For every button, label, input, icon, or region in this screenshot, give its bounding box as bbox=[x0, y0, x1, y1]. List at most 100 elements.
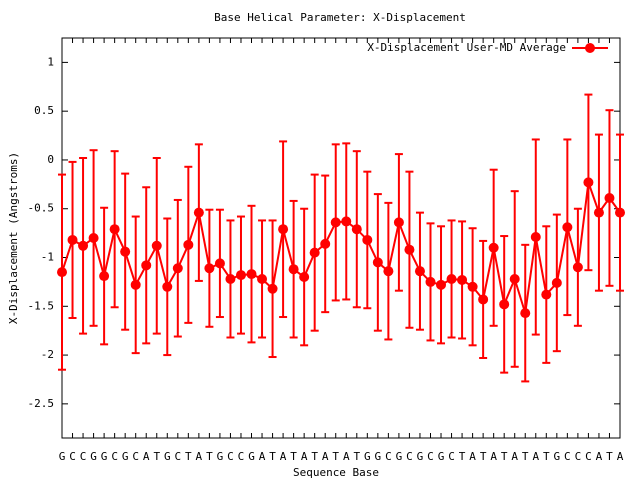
data-point bbox=[509, 273, 520, 284]
x-tick-label: C bbox=[80, 450, 87, 463]
x-tick-label: G bbox=[438, 450, 445, 463]
data-point bbox=[604, 193, 615, 203]
data-point bbox=[446, 273, 457, 284]
data-point bbox=[214, 258, 225, 269]
legend-label: X-Displacement User-MD Average bbox=[367, 41, 566, 54]
x-tick-label: C bbox=[575, 450, 582, 463]
data-point bbox=[583, 177, 594, 188]
data-point bbox=[204, 263, 215, 274]
x-tick-label: C bbox=[448, 450, 455, 463]
x-tick-label: C bbox=[406, 450, 413, 463]
x-tick-label: T bbox=[480, 450, 487, 463]
data-point bbox=[551, 277, 562, 288]
x-tick-label: A bbox=[469, 450, 476, 463]
x-tick-label: C bbox=[564, 450, 571, 463]
data-point bbox=[488, 242, 499, 253]
x-tick-label: G bbox=[396, 450, 403, 463]
y-tick-label: -2 bbox=[41, 348, 54, 361]
x-tick-label: C bbox=[427, 450, 434, 463]
data-point bbox=[162, 281, 173, 292]
x-tick-label: A bbox=[259, 450, 266, 463]
x-tick-label: C bbox=[174, 450, 181, 463]
x-tick-label: A bbox=[617, 450, 624, 463]
y-axis-label: X-Displacement (Angstroms) bbox=[7, 152, 20, 324]
x-tick-label: G bbox=[101, 450, 108, 463]
x-tick-label: C bbox=[111, 450, 118, 463]
x-tick-label: G bbox=[59, 450, 66, 463]
x-tick-label: G bbox=[554, 450, 561, 463]
data-point bbox=[172, 263, 183, 274]
x-tick-label: G bbox=[364, 450, 371, 463]
x-tick-label: C bbox=[585, 450, 592, 463]
data-point bbox=[372, 257, 383, 268]
x-tick-label: A bbox=[532, 450, 539, 463]
x-tick-label: A bbox=[343, 450, 350, 463]
data-point bbox=[362, 234, 373, 245]
y-tick-label: 0 bbox=[47, 153, 54, 166]
x-tick-label: T bbox=[353, 450, 360, 463]
x-tick-label: C bbox=[227, 450, 234, 463]
data-point bbox=[351, 224, 362, 235]
data-point bbox=[141, 260, 152, 271]
data-point bbox=[330, 217, 341, 228]
x-tick-label: A bbox=[301, 450, 308, 463]
x-tick-label: T bbox=[153, 450, 160, 463]
data-point bbox=[130, 279, 141, 290]
data-point bbox=[425, 276, 436, 287]
data-point bbox=[299, 272, 310, 283]
y-tick-label: 1 bbox=[47, 55, 54, 68]
x-tick-label: T bbox=[606, 450, 613, 463]
data-point bbox=[541, 289, 552, 300]
data-point bbox=[478, 294, 489, 305]
data-point bbox=[183, 239, 194, 250]
data-point bbox=[246, 269, 257, 280]
x-tick-label: A bbox=[511, 450, 518, 463]
x-tick-label: T bbox=[459, 450, 466, 463]
x-tick-label: A bbox=[322, 450, 329, 463]
data-point bbox=[404, 244, 415, 255]
data-point bbox=[78, 240, 89, 251]
x-tick-label: T bbox=[290, 450, 297, 463]
data-point bbox=[120, 246, 131, 257]
data-point bbox=[225, 273, 236, 284]
data-point bbox=[278, 224, 289, 235]
data-point bbox=[57, 267, 67, 278]
x-tick-label: G bbox=[417, 450, 424, 463]
x-tick-label: C bbox=[69, 450, 76, 463]
x-tick-label: T bbox=[501, 450, 508, 463]
data-point bbox=[341, 216, 352, 227]
data-point bbox=[414, 266, 425, 277]
x-tick-label: T bbox=[311, 450, 318, 463]
data-point bbox=[436, 279, 447, 290]
x-tick-label: G bbox=[375, 450, 382, 463]
x-tick-label: G bbox=[90, 450, 97, 463]
x-tick-label: A bbox=[143, 450, 150, 463]
data-point bbox=[151, 240, 162, 251]
data-point bbox=[393, 217, 404, 228]
x-tick-label: T bbox=[206, 450, 213, 463]
data-point bbox=[320, 238, 331, 249]
y-tick-label: -0.5 bbox=[28, 202, 55, 215]
y-tick-label: -1.5 bbox=[28, 299, 55, 312]
x-tick-label: G bbox=[164, 450, 171, 463]
data-point bbox=[572, 262, 583, 273]
data-point bbox=[257, 273, 268, 284]
x-tick-label: G bbox=[217, 450, 224, 463]
data-point bbox=[235, 270, 246, 281]
x-tick-label: A bbox=[490, 450, 497, 463]
x-axis-label: Sequence Base bbox=[293, 466, 379, 479]
x-tick-label: G bbox=[248, 450, 255, 463]
x-tick-label: A bbox=[596, 450, 603, 463]
data-point bbox=[383, 266, 394, 277]
data-point bbox=[467, 281, 478, 292]
y-tick-label: 0.5 bbox=[34, 104, 54, 117]
data-point bbox=[457, 274, 468, 285]
data-point bbox=[267, 283, 278, 294]
data-point bbox=[109, 224, 120, 235]
y-tick-label: -2.5 bbox=[28, 397, 55, 410]
y-tick-label: -1 bbox=[41, 251, 54, 264]
x-tick-label: T bbox=[185, 450, 192, 463]
x-tick-label: T bbox=[332, 450, 339, 463]
chart-title: Base Helical Parameter: X-Displacement bbox=[214, 11, 466, 24]
